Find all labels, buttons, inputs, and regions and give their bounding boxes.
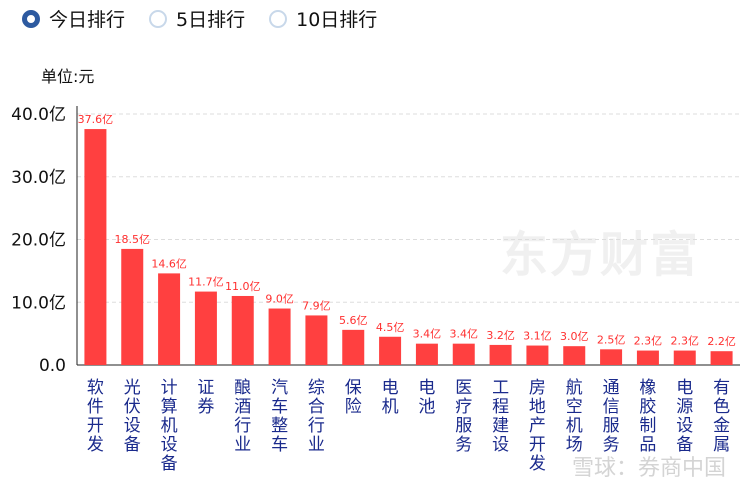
radio-5day[interactable]: 5日排行 [149,5,245,32]
bar [452,343,475,365]
x-category-label: 电机 [382,378,399,417]
data-label: 4.5亿 [376,321,405,334]
bar [710,351,733,365]
y-tick-label: 20.0亿 [11,231,66,251]
x-category-label: 证券 [197,378,214,417]
x-category-label: 房地产开发 [529,378,546,474]
y-tick-label: 40.0亿 [11,105,66,125]
x-category-label: 保险 [345,378,362,417]
bar [231,295,254,365]
bar [526,345,549,365]
radio-unselected-icon [269,9,288,28]
data-label: 3.0亿 [560,330,589,343]
data-label: 3.4亿 [413,328,442,341]
radio-selected-icon [22,9,40,28]
ranking-radio-group: 今日排行 5日排行 10日排行 [22,5,401,32]
x-category-label: 橡胶制品 [639,378,656,455]
x-category-label: 电池 [418,378,435,417]
radio-label: 5日排行 [176,9,246,31]
x-category-label: 工程建设 [492,378,509,455]
bar [489,344,512,365]
bar [121,248,144,365]
bar [636,350,659,365]
bar [600,349,623,365]
eastmoney-watermark: 东方财富 [500,227,701,283]
x-category-label: 计算机设备 [161,378,178,474]
bar [268,308,291,365]
bar [84,129,107,365]
x-category-label: 光伏设备 [124,378,141,455]
x-category-label: 汽车整车 [271,378,288,455]
x-category-label: 有色金属 [713,378,730,455]
bar [379,336,402,365]
x-category-label: 航空机场 [566,378,583,455]
data-label: 2.2亿 [707,335,736,348]
x-category-label: 综合行业 [308,378,325,455]
bar [305,315,328,365]
data-label: 5.6亿 [339,314,368,327]
bar [415,343,438,365]
unit-label: 单位:元 [41,67,95,86]
data-label: 2.3亿 [634,335,663,348]
data-label: 2.5亿 [597,333,626,346]
radio-label: 10日排行 [296,9,378,31]
data-label: 37.6亿 [78,113,114,126]
bar [158,273,181,365]
x-category-label: 酿酒行业 [234,378,251,455]
y-tick-label: 10.0亿 [11,293,66,313]
radio-10day[interactable]: 10日排行 [269,5,377,32]
bar [194,291,217,365]
x-category-label: 电源设备 [676,378,693,455]
radio-today[interactable]: 今日排行 [22,5,125,32]
data-label: 3.2亿 [486,329,515,342]
data-label: 11.0亿 [225,280,261,293]
bar [673,350,696,365]
bar [563,346,586,365]
xueqiu-watermark: 雪球：券商中国 [572,456,727,481]
x-category-label: 医疗服务 [455,378,472,455]
y-tick-label: 0.0 [39,356,66,376]
radio-label: 今日排行 [49,9,126,31]
x-category-label: 通信服务 [603,378,620,455]
bar [342,329,365,365]
y-tick-label: 30.0亿 [11,168,66,188]
data-label: 11.7亿 [188,276,224,289]
data-label: 14.6亿 [151,257,187,270]
data-label: 18.5亿 [115,233,151,246]
radio-unselected-icon [149,9,168,28]
x-category-label: 软件开发 [87,378,104,455]
data-label: 7.9亿 [302,299,331,312]
data-label: 3.4亿 [450,328,479,341]
data-label: 9.0亿 [265,293,294,306]
data-label: 2.3亿 [671,335,700,348]
data-label: 3.1亿 [523,330,552,343]
